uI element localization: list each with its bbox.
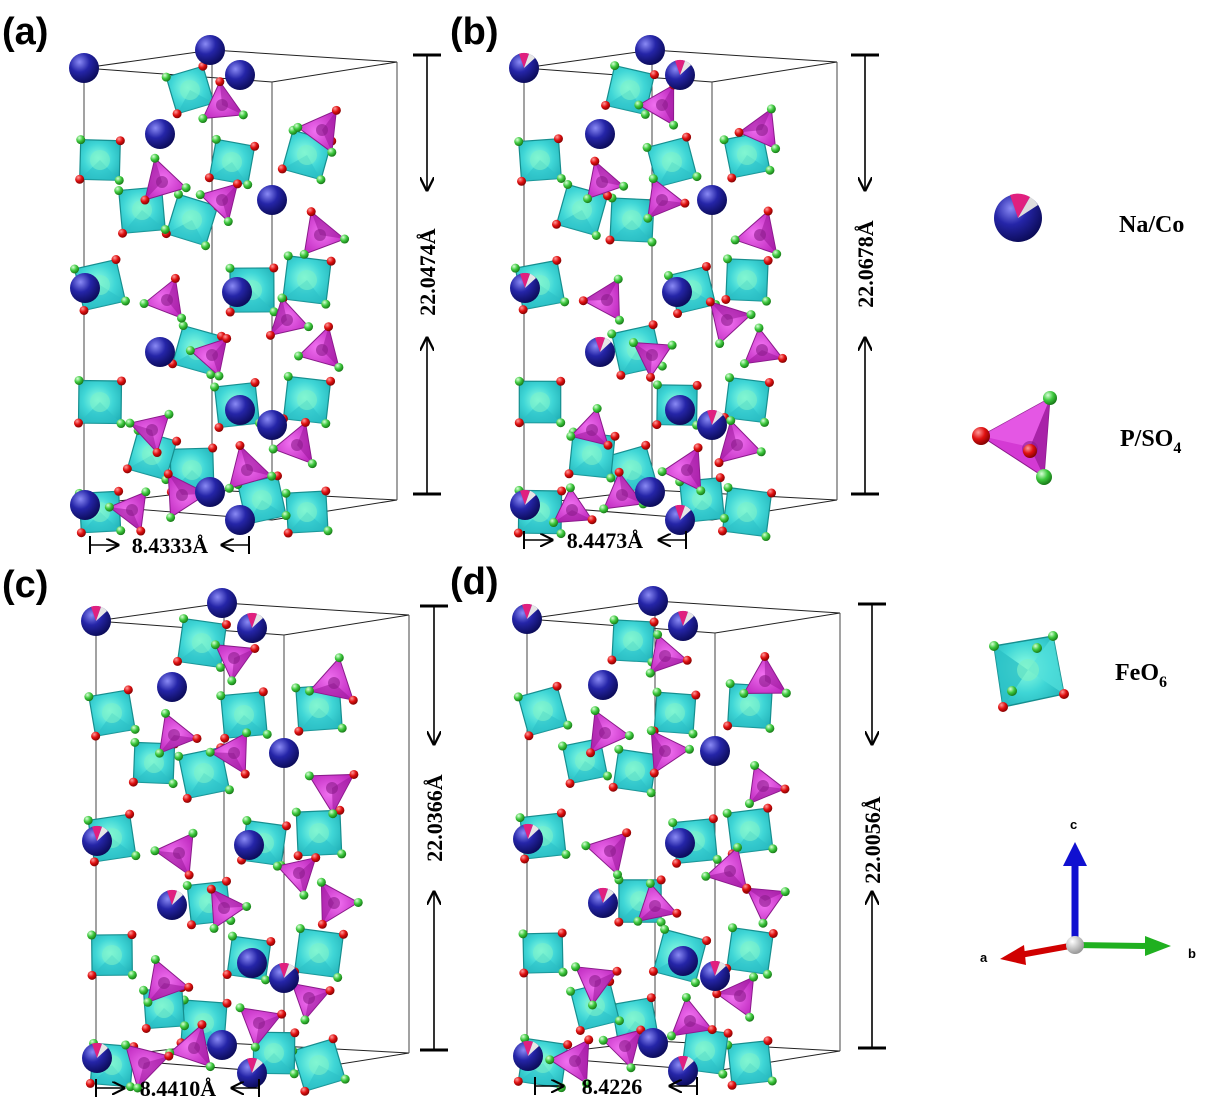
structure-panel-a	[69, 35, 398, 538]
legend-label-na-co: Na/Co	[1119, 212, 1184, 238]
a-length-label-d: 8.4226	[582, 1074, 643, 1099]
legend-feo6-main: FeO	[1115, 660, 1159, 686]
a-dimension-c: 8.4410Å	[95, 1076, 260, 1101]
panel-label-c: (c)	[2, 564, 48, 606]
axis-a-arrowhead	[1000, 945, 1026, 965]
legend-label-pso4: P/SO4	[1120, 426, 1181, 457]
legend-pso4: P/SO4	[972, 391, 1181, 485]
structure-panel-c	[81, 588, 410, 1096]
legend-na-co: Na/Co	[994, 193, 1184, 242]
legend-label-feo6: FeO6	[1115, 660, 1167, 691]
a-length-label-a: 8.4333Å	[132, 533, 209, 558]
panel-c: 22.0366Å 8.4410Å (c)	[2, 564, 448, 1101]
axis-b-arrow	[1074, 942, 1149, 949]
legend-feo6: FeO6	[989, 631, 1167, 712]
feo6-octahedron-icon	[989, 631, 1069, 712]
panel-a: 22.0474Å 8.4333Å (a)	[2, 11, 441, 558]
na-co-sphere-icon	[994, 193, 1042, 242]
panel-d: 22.0056Å 8.4226 (d)	[450, 561, 886, 1099]
axis-label-a: a	[980, 950, 988, 965]
a-dimension-b: 8.4473Å	[523, 528, 687, 553]
a-dimension-a: 8.4333Å	[89, 533, 250, 558]
axis-c-arrowhead	[1063, 842, 1087, 866]
axis-label-c: c	[1070, 817, 1077, 832]
axis-label-b: b	[1188, 946, 1196, 961]
pso4-tetrahedron-icon	[972, 391, 1057, 485]
structure-panel-d	[512, 586, 841, 1093]
panel-label-a: (a)	[2, 11, 48, 53]
a-length-label-b: 8.4473Å	[567, 528, 644, 553]
panel-label-d: (d)	[450, 561, 499, 603]
c-dimension-d: 22.0056Å	[858, 602, 886, 1050]
structure-panel-b	[509, 35, 838, 542]
axis-b-arrowhead	[1145, 936, 1171, 956]
legend-pso4-main: P/SO	[1120, 426, 1173, 452]
c-length-label-c: 22.0366Å	[422, 774, 447, 862]
panel-b: 22.0678Å 8.4473Å (b)	[450, 11, 879, 553]
axis-triad: c b a	[980, 817, 1196, 965]
c-length-label-b: 22.0678Å	[853, 220, 878, 308]
c-length-label-d: 22.0056Å	[860, 796, 885, 884]
c-length-label-a: 22.0474Å	[415, 228, 440, 316]
legend-pso4-sub: 4	[1173, 440, 1181, 457]
a-dimension-d: 8.4226	[534, 1074, 698, 1099]
c-dimension-a: 22.0474Å	[413, 53, 441, 496]
a-length-label-c: 8.4410Å	[140, 1076, 217, 1101]
c-dimension-b: 22.0678Å	[851, 53, 879, 496]
c-dimension-c: 22.0366Å	[420, 604, 448, 1052]
axis-origin	[1066, 936, 1084, 954]
panel-label-b: (b)	[450, 11, 499, 53]
legend: Na/Co P/SO4	[972, 193, 1184, 712]
legend-feo6-sub: 6	[1159, 674, 1167, 691]
axis-a-arrow	[1019, 942, 1076, 958]
